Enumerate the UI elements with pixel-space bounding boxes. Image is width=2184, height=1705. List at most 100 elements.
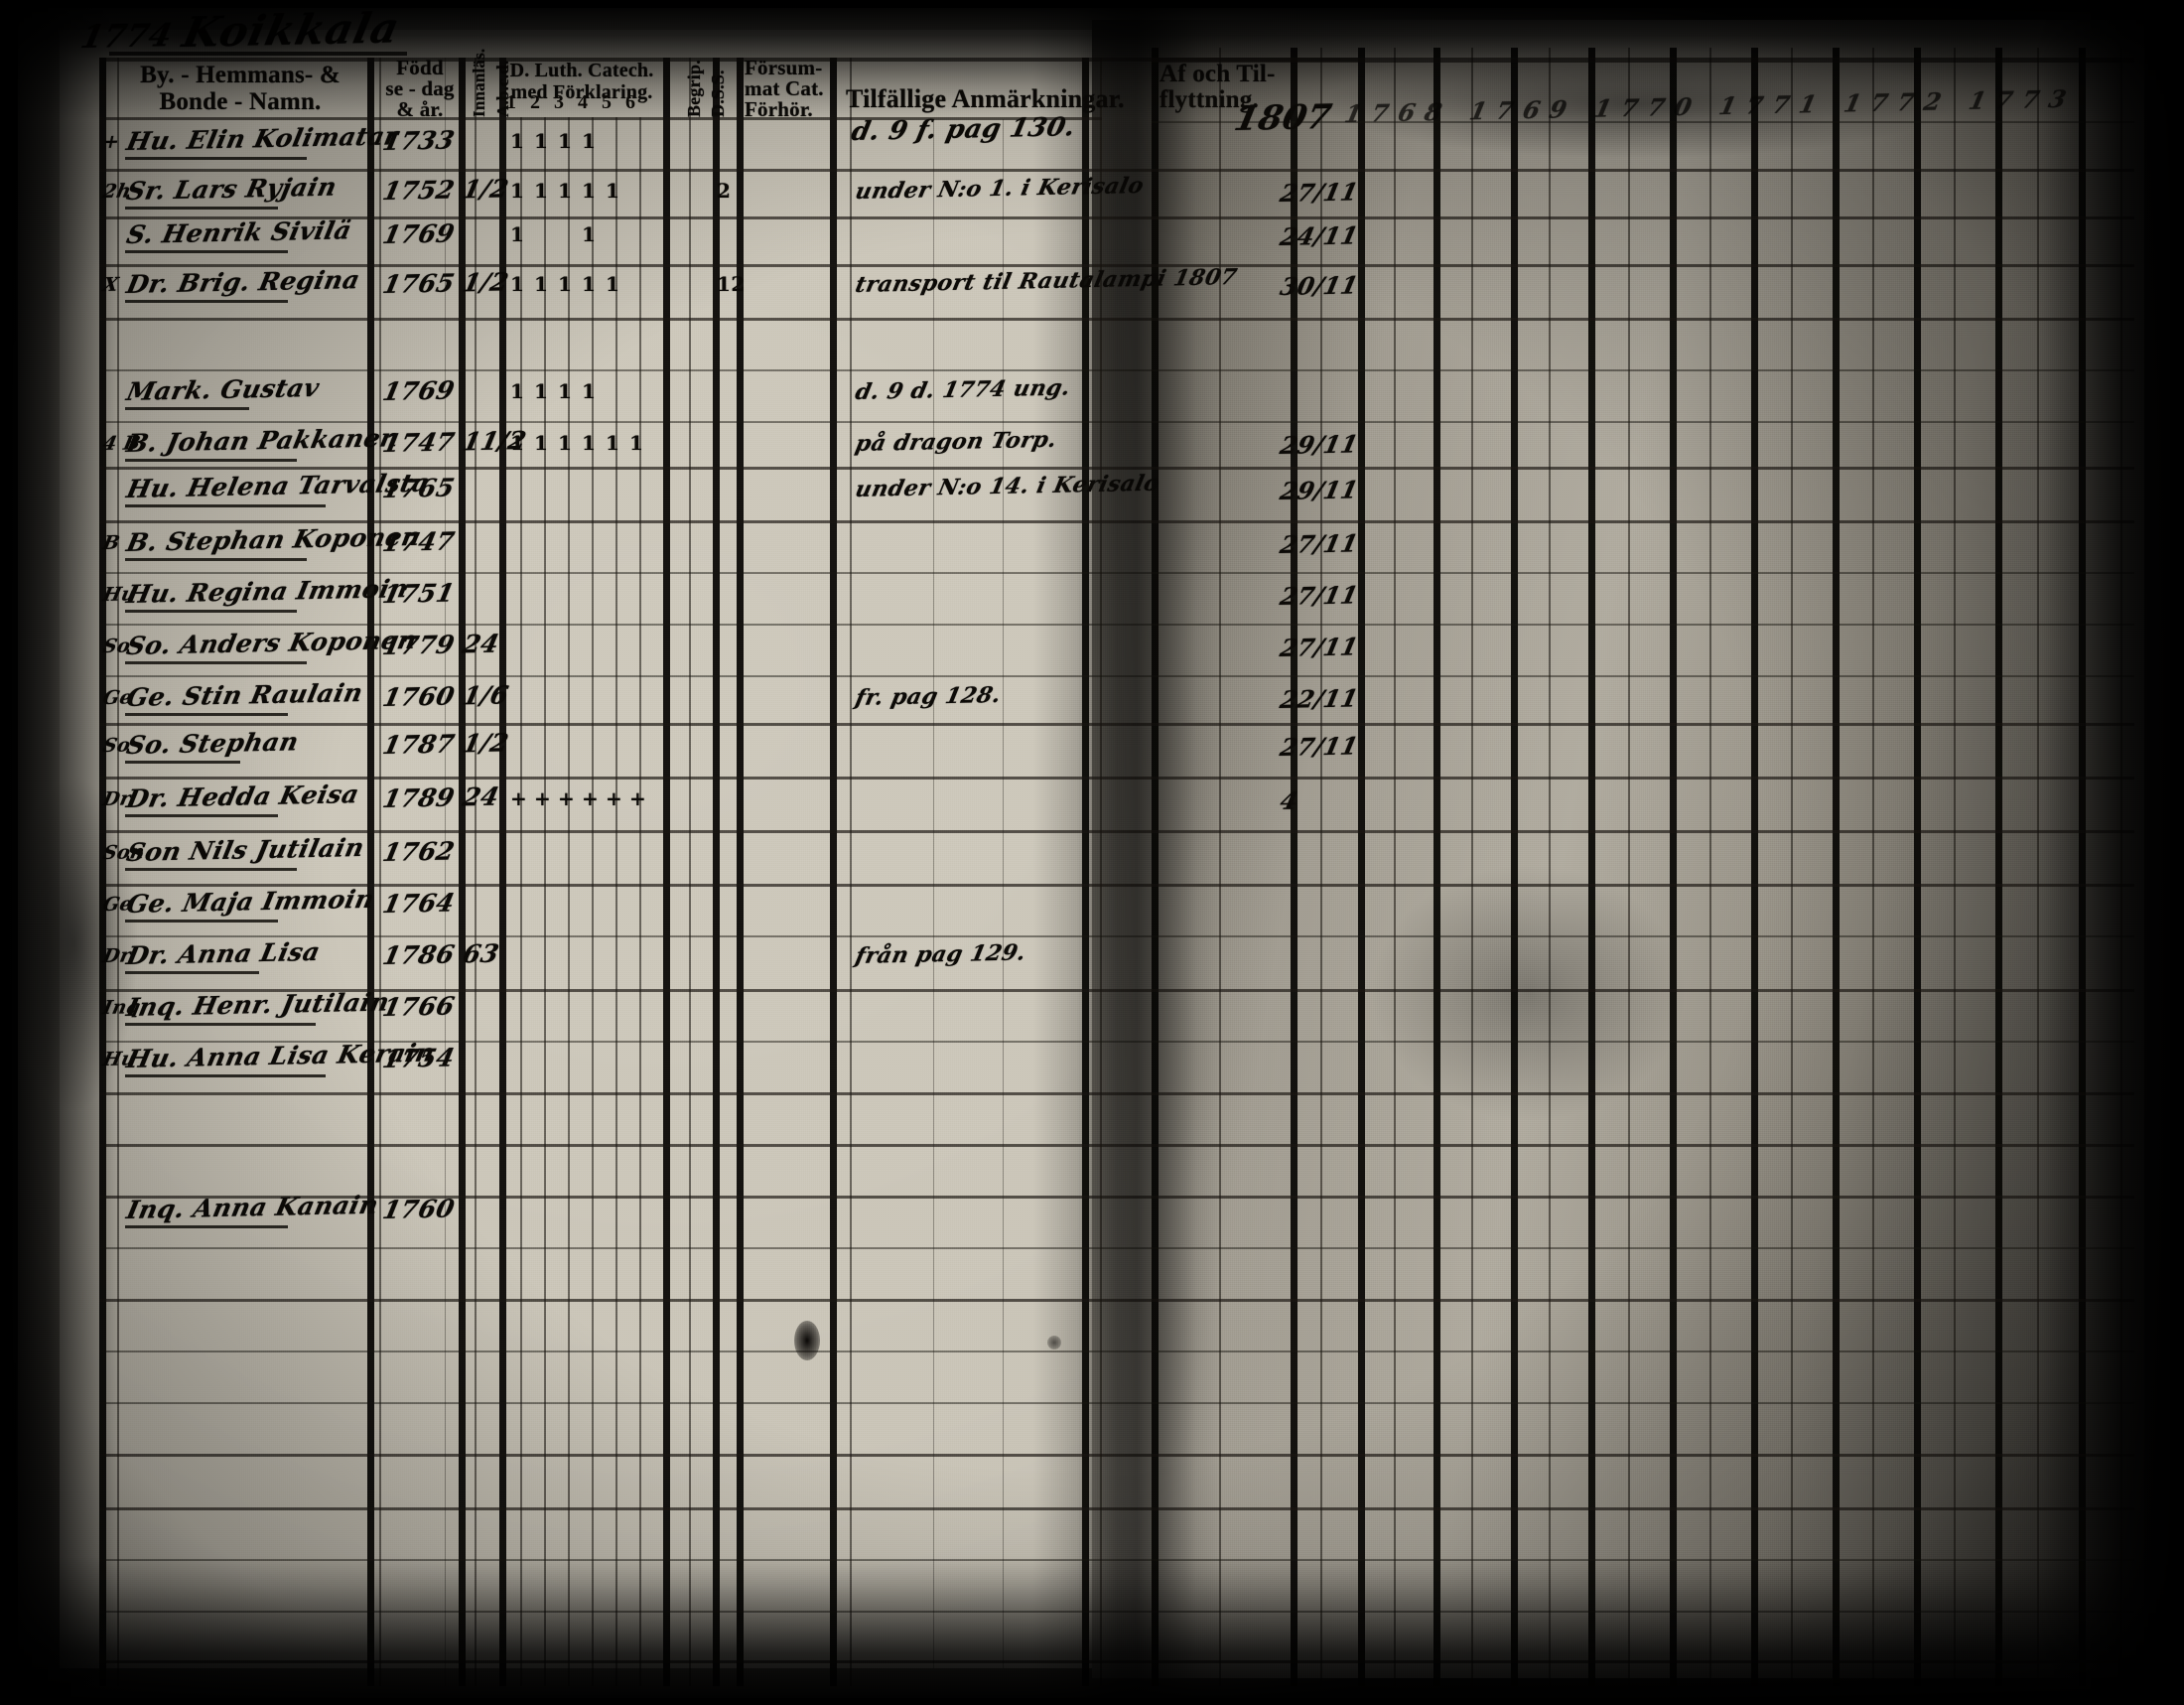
catechism-number-6: 6 — [625, 91, 635, 113]
column-header-missed-line2: mat Cat. — [745, 76, 824, 100]
row-moving: 27/11 — [1277, 731, 1361, 762]
row-name-underline — [125, 713, 288, 716]
row-catechism-mark: 1 — [510, 272, 525, 296]
row-catechism-mark: 1 — [558, 179, 573, 203]
column-header-remarks: Tilfällige Anmärkningar. — [846, 84, 1125, 113]
row-catechism-mark: 1 — [510, 431, 525, 455]
column-header-born-line2: se - dag — [385, 76, 455, 100]
row-moving: 22/11 — [1277, 683, 1361, 714]
row-name: B. Johan Pakkanen — [123, 423, 402, 458]
row-name-underline — [125, 1225, 288, 1228]
row-dss-mark: 2 — [717, 179, 732, 203]
row-moving: 27/11 — [1277, 177, 1361, 208]
row-catechism-mark: 1 — [510, 129, 525, 153]
row-catechism-mark: 1 — [582, 379, 597, 403]
row-name: Hu. Regina Immoin — [123, 574, 412, 609]
row-born: 1747 — [379, 526, 458, 557]
row-name: Son Nils Jutilain — [123, 833, 367, 867]
row-catechism-mark: + — [582, 786, 600, 810]
row-name: Mark. Gustav — [123, 372, 323, 406]
row-catechism-mark: 1 — [582, 431, 597, 455]
place-heading: Koikkala — [178, 3, 405, 57]
column-header-missed-line3: Förhör. — [745, 97, 813, 121]
column-header-missed-line1: Försum- — [745, 56, 823, 79]
row-born: 1766 — [379, 991, 458, 1022]
row-born: 1765 1/2 — [379, 267, 512, 299]
row-remark: på dragon Torp. — [853, 426, 1060, 457]
row-catechism-mark: 1 — [582, 179, 597, 203]
column-header-name-line1: By. - Hemmans- & — [140, 62, 341, 88]
row-name: Dr. Anna Lisa — [123, 936, 324, 970]
row-catechism-mark: 1 — [582, 272, 597, 296]
row-name-underline — [125, 207, 278, 210]
row-name-underline — [125, 1074, 326, 1077]
catechism-number-1: 1 — [506, 91, 516, 113]
column-header-born-line3: & år. — [396, 97, 444, 121]
row-catechism-mark: + — [534, 786, 552, 810]
row-catechism-mark: 1 — [534, 129, 549, 153]
row-name: Hu. Elin Kolimatar — [123, 121, 402, 156]
row-catechism-mark: 1 — [558, 272, 573, 296]
row-name: So. Stephan — [123, 727, 302, 760]
row-moving: 24/11 — [1277, 220, 1361, 251]
row-name: Inq. Anna Kanain — [123, 1190, 382, 1224]
row-catechism-mark: 1 — [606, 431, 620, 455]
row-name-underline — [125, 661, 307, 664]
row-dss-mark: 12 — [717, 272, 746, 296]
row-born: 1769 — [379, 218, 458, 249]
column-header-born-line1: Född — [396, 56, 444, 79]
row-born: 1760 1/6 — [379, 680, 512, 712]
remarks-top-note: d. 9 f. pag 130. — [848, 112, 1078, 147]
row-catechism-mark: 1 — [582, 129, 597, 153]
catechism-number-4: 4 — [578, 91, 588, 113]
row-catechism-mark: 1 — [606, 272, 620, 296]
row-catechism-mark: + — [606, 786, 623, 810]
row-born: 1760 — [379, 1194, 458, 1224]
row-name-underline — [125, 971, 259, 974]
row-name-underline — [125, 504, 326, 507]
row-name-underline — [125, 761, 240, 764]
row-name: Inq. Henr. Jutilain — [123, 987, 393, 1022]
row-catechism-mark: + — [558, 786, 576, 810]
row-name: Ge. Maja Immoin — [123, 884, 377, 919]
row-born: 1733 — [379, 125, 458, 156]
row-name: Dr. Brig. Regina — [123, 265, 363, 299]
row-catechism-mark: 1 — [558, 431, 573, 455]
row-name-underline — [125, 920, 278, 923]
row-born: 1754 — [379, 1043, 458, 1073]
row-catechism-mark: 1 — [534, 272, 549, 296]
row-born: 1787 1/2 — [379, 728, 512, 760]
row-born: 1779 24 — [379, 629, 502, 660]
column-header-moving-line1: Af och Til- — [1160, 61, 1276, 87]
row-name: Dr. Hedda Keisa — [123, 780, 362, 813]
row-catechism-mark: 1 — [582, 222, 597, 246]
row-born: 1747 11/2 — [379, 426, 529, 458]
row-name-underline — [125, 558, 307, 561]
row-name-underline — [125, 459, 298, 462]
row-moving: 30/11 — [1277, 270, 1361, 301]
catechism-number-5: 5 — [602, 91, 612, 113]
column-header-name: By. - Hemmans- & Bonde - Namn. — [121, 62, 359, 115]
row-born: 1789 24 — [379, 781, 502, 813]
row-name-underline — [125, 157, 307, 160]
year-heading: 1774 — [77, 16, 177, 56]
column-header-missed-catechism: Försum- mat Cat. Förhör. — [745, 58, 828, 120]
column-header-reading-innanlas: Innanläs. — [470, 48, 488, 117]
row-catechism-mark: 1 — [510, 179, 525, 203]
row-catechism-mark: 1 — [510, 222, 525, 246]
row-catechism-mark: 1 — [629, 431, 644, 455]
row-name-underline — [125, 1023, 317, 1026]
column-header-dss: D.S.S. — [708, 70, 728, 117]
row-catechism-mark: + — [510, 786, 528, 810]
column-header-begrip: Begrip. — [684, 60, 704, 117]
column-header-name-line2: Bonde - Namn. — [159, 88, 322, 115]
row-born: 1752 1/2 — [379, 174, 512, 206]
ink-blot-center — [794, 1321, 820, 1360]
book-gutter — [1032, 0, 1221, 1705]
row-catechism-mark: 1 — [558, 379, 573, 403]
row-remark: från pag 129. — [853, 939, 1028, 969]
row-catechism-mark: 1 — [534, 379, 549, 403]
catechism-number-3: 3 — [554, 91, 564, 113]
row-born: 1764 — [379, 888, 458, 919]
